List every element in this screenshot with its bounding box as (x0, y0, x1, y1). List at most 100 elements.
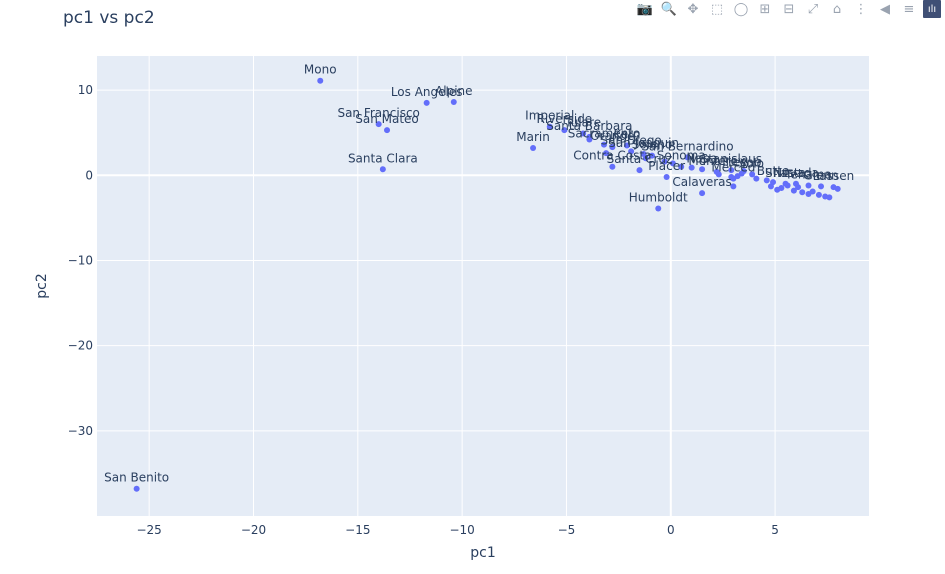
y-tick-label: −30 (68, 424, 93, 438)
point-label: Calaveras (672, 175, 731, 189)
data-point[interactable] (603, 150, 610, 157)
y-tick-label: 10 (78, 83, 93, 97)
x-tick-label: −20 (241, 523, 266, 537)
x-tick-label: −5 (558, 523, 576, 537)
point-label: Sonoma (657, 149, 706, 163)
data-point[interactable] (609, 144, 616, 151)
data-point[interactable] (805, 182, 812, 189)
data-point[interactable] (678, 163, 685, 170)
data-point[interactable] (809, 188, 816, 195)
point-label: Orange (590, 129, 634, 143)
zoom-out-icon[interactable]: ⊟ (783, 1, 795, 17)
spike-lines-icon[interactable]: ⋮ (854, 1, 868, 17)
tick-labels: −25 −20 −15 −10 −5 0 5 −30 −20 −10 0 10 (68, 83, 779, 537)
point-label: San Bernardino (641, 139, 733, 153)
point-label: San Diego (600, 133, 661, 147)
data-point[interactable] (663, 173, 670, 180)
data-point[interactable] (753, 175, 760, 182)
data-point[interactable] (699, 190, 706, 197)
data-point[interactable] (830, 184, 837, 191)
data-point[interactable] (546, 123, 553, 130)
point-label: Imperial (525, 109, 574, 123)
data-point[interactable] (661, 158, 668, 165)
hover-closest-icon[interactable]: ◀ (880, 1, 890, 17)
point-label: Humboldt (629, 190, 688, 204)
data-point[interactable] (561, 127, 568, 134)
data-point[interactable] (623, 142, 630, 149)
data-point[interactable] (669, 160, 676, 167)
point-label: Santa Barbara (546, 119, 632, 133)
point-label: Santa Clara (348, 151, 418, 165)
x-axis-title: pc1 (470, 545, 496, 561)
pan-icon[interactable]: ✥ (687, 1, 699, 17)
point-label: Glenn (803, 168, 838, 182)
data-point[interactable] (738, 170, 745, 177)
data-point[interactable] (826, 194, 833, 201)
hover-compare-icon[interactable]: ≡ (903, 1, 915, 17)
point-label: Contra Costa (573, 149, 651, 163)
data-point[interactable] (450, 99, 457, 105)
data-point[interactable] (655, 205, 662, 212)
zoom-in-icon[interactable]: ⊞ (759, 1, 771, 17)
data-point[interactable] (782, 180, 789, 187)
data-point[interactable] (818, 183, 825, 190)
data-point[interactable] (778, 185, 785, 192)
y-tick-label: −20 (68, 339, 93, 353)
lasso-select-icon[interactable]: ◯ (733, 1, 749, 17)
data-point[interactable] (609, 163, 616, 170)
data-point[interactable] (815, 191, 822, 198)
plotly-logo-icon[interactable]: ılı (923, 0, 941, 18)
data-point[interactable] (133, 485, 140, 492)
data-point[interactable] (730, 183, 737, 190)
point-label: Kern (613, 127, 640, 141)
data-point[interactable] (792, 180, 799, 187)
data-point[interactable] (763, 177, 770, 184)
camera-icon[interactable]: 📷 (636, 1, 654, 17)
data-point[interactable] (790, 187, 797, 194)
point-label: Los Angeles (391, 85, 463, 99)
point-label: Butte (757, 164, 790, 178)
home-icon[interactable]: ⌂ (832, 1, 842, 17)
data-point[interactable] (713, 168, 720, 175)
point-label: Napa (686, 151, 717, 165)
point-label: Tulare (564, 116, 601, 130)
data-point[interactable] (601, 141, 608, 148)
data-point[interactable] (423, 99, 430, 106)
data-point[interactable] (379, 166, 386, 173)
data-point[interactable] (586, 133, 593, 140)
point-label: San Francisco (337, 106, 419, 120)
box-select-icon[interactable]: ⬚ (710, 1, 724, 17)
data-point[interactable] (640, 150, 647, 157)
data-point[interactable] (699, 166, 706, 173)
autoscale-icon[interactable]: ⤢ (807, 1, 819, 17)
point-label: Stanislaus (701, 152, 762, 166)
zoom-icon[interactable]: 🔍 (660, 1, 678, 17)
point-label: Monterey (688, 154, 745, 168)
modebar: 📷 🔍 ✥ ⬚ ◯ ⊞ ⊟ ⤢ ⌂ ⋮ ◀ ≡ ılı (635, 0, 941, 18)
data-point[interactable] (688, 164, 695, 171)
data-point[interactable] (317, 77, 324, 84)
data-point[interactable] (384, 127, 391, 134)
data-point[interactable] (730, 175, 737, 182)
data-point[interactable] (684, 154, 691, 161)
data-point[interactable] (636, 167, 643, 174)
data-point[interactable] (749, 171, 756, 178)
y-tick-label: −10 (68, 253, 93, 267)
data-point[interactable] (375, 121, 382, 128)
point-label: Shasta (765, 166, 806, 180)
data-point[interactable] (728, 167, 735, 174)
data-point[interactable] (799, 189, 806, 196)
point-label: Fresno (722, 156, 761, 170)
data-point[interactable] (649, 152, 656, 159)
data-point[interactable] (770, 179, 777, 186)
x-tick-label: −10 (449, 523, 474, 537)
plot-area[interactable] (97, 56, 869, 516)
point-label: Tehama (784, 167, 832, 181)
data-point[interactable] (580, 130, 587, 137)
point-label: Riverside (537, 112, 593, 126)
point-label: Mono (304, 63, 337, 77)
y-axis-title: pc2 (34, 273, 50, 299)
data-point[interactable] (530, 145, 537, 151)
data-point[interactable] (628, 148, 635, 155)
